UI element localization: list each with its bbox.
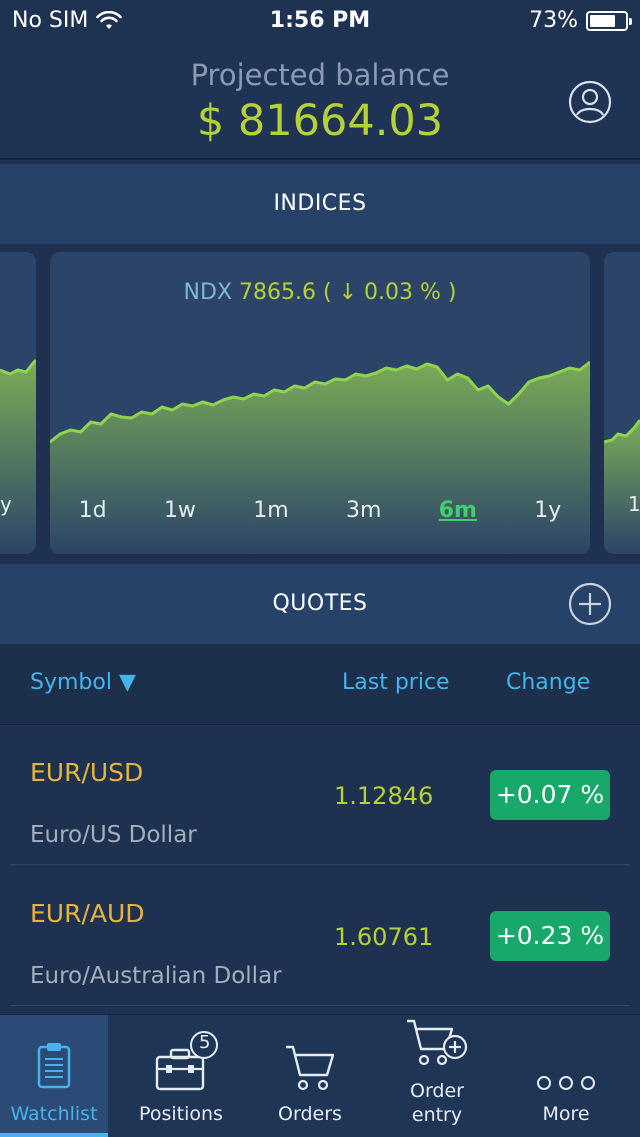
indices-carousel[interactable]: y NDX 7865.6 ( ↓ 0.03 % ) 1d 1w 1m 3m 6m… — [0, 244, 640, 564]
status-bar: No SIM 1:56 PM 73% — [0, 0, 640, 40]
tab-label: More — [542, 1103, 590, 1125]
range-1d[interactable]: 1d — [78, 498, 107, 523]
tab-order-entry[interactable]: Order entry — [380, 1015, 494, 1137]
index-card-ndx[interactable]: NDX 7865.6 ( ↓ 0.03 % ) 1d 1w 1m 3m 6m 1… — [50, 252, 590, 554]
next-card-range-label: 1 — [628, 492, 640, 516]
add-quote-icon[interactable] — [568, 582, 612, 626]
balance-title: Projected balance — [190, 58, 450, 92]
status-time: 1:56 PM — [269, 8, 371, 33]
ndx-area-chart — [50, 360, 590, 554]
positions-count-badge: 5 — [199, 1032, 211, 1053]
tab-more[interactable]: More — [510, 1015, 622, 1137]
quote-name: Euro/US Dollar — [30, 822, 197, 848]
clipboard-icon — [37, 1043, 71, 1089]
header: Projected balance $ 81664.03 — [0, 40, 640, 160]
tab-label: Order entry — [410, 1080, 464, 1126]
quote-row-eur-aud[interactable]: EUR/AUD Euro/Australian Dollar 1.60761 +… — [10, 865, 630, 1006]
profile-icon[interactable] — [568, 80, 612, 124]
battery-percent: 73% — [529, 8, 578, 33]
range-1y[interactable]: 1y — [534, 498, 562, 523]
status-right: 73% — [529, 8, 632, 33]
quote-symbol: EUR/USD — [30, 758, 144, 787]
tab-label: Positions — [139, 1103, 223, 1125]
projected-balance-value: $ 81664.03 — [196, 96, 444, 146]
carrier-label: No SIM — [12, 8, 89, 33]
quote-row-eur-usd[interactable]: EUR/USD Euro/US Dollar 1.12846 +0.07 % — [10, 724, 630, 865]
last-price-header[interactable]: Last price — [342, 670, 450, 695]
range-selector: 1d 1w 1m 3m 6m 1y — [50, 498, 590, 523]
quote-change-badge: +0.07 % — [490, 770, 610, 820]
quote-change-badge: +0.23 % — [490, 911, 610, 961]
previous-card-chart — [0, 358, 36, 554]
next-card-chart — [604, 419, 640, 554]
quotes-section-header: QUOTES — [0, 564, 640, 644]
status-left: No SIM — [12, 8, 123, 33]
quote-name: Euro/Australian Dollar — [30, 963, 282, 989]
quotes-column-headers: Symbol ▼ Last price Change — [0, 644, 640, 725]
more-dots-icon — [537, 1076, 595, 1090]
ndx-title: NDX 7865.6 ( ↓ 0.03 % ) — [50, 280, 590, 305]
ndx-value: 7865.6 ( ↓ 0.03 % ) — [239, 280, 457, 305]
indices-title: INDICES — [273, 191, 367, 216]
range-6m[interactable]: 6m — [438, 498, 477, 523]
tab-bar: Watchlist 5 Positions Orders Order — [0, 1014, 640, 1137]
tab-label: Watchlist — [10, 1103, 98, 1125]
battery-fill — [590, 14, 615, 27]
tab-orders[interactable]: Orders — [256, 1015, 364, 1137]
indices-section-header: INDICES — [0, 164, 640, 244]
tab-label: Orders — [278, 1103, 342, 1125]
quotes-list: EUR/USD Euro/US Dollar 1.12846 +0.07 % E… — [0, 724, 640, 1006]
symbol-sort-header[interactable]: Symbol ▼ — [30, 670, 136, 695]
change-header[interactable]: Change — [506, 670, 591, 695]
range-3m[interactable]: 3m — [346, 498, 382, 523]
cart-icon — [286, 1045, 335, 1091]
cart-plus-icon — [407, 1019, 468, 1066]
previous-card-range-label: y — [0, 492, 12, 516]
quote-price: 1.12846 — [334, 782, 434, 810]
index-card-next[interactable]: 1 — [604, 252, 640, 554]
quote-price: 1.60761 — [334, 923, 434, 951]
tab-positions[interactable]: 5 Positions — [118, 1015, 244, 1137]
quote-symbol: EUR/AUD — [30, 899, 145, 928]
range-1m[interactable]: 1m — [253, 498, 289, 523]
ndx-line — [50, 360, 590, 444]
ndx-area-fill — [50, 362, 590, 554]
wifi-icon — [96, 10, 123, 29]
ndx-symbol: NDX — [183, 280, 233, 305]
battery-icon — [586, 10, 632, 31]
tab-watchlist[interactable]: Watchlist — [0, 1015, 108, 1137]
quotes-title: QUOTES — [272, 591, 368, 616]
briefcase-icon — [155, 1031, 218, 1091]
range-1w[interactable]: 1w — [163, 498, 196, 523]
index-card-previous[interactable]: y — [0, 252, 36, 554]
